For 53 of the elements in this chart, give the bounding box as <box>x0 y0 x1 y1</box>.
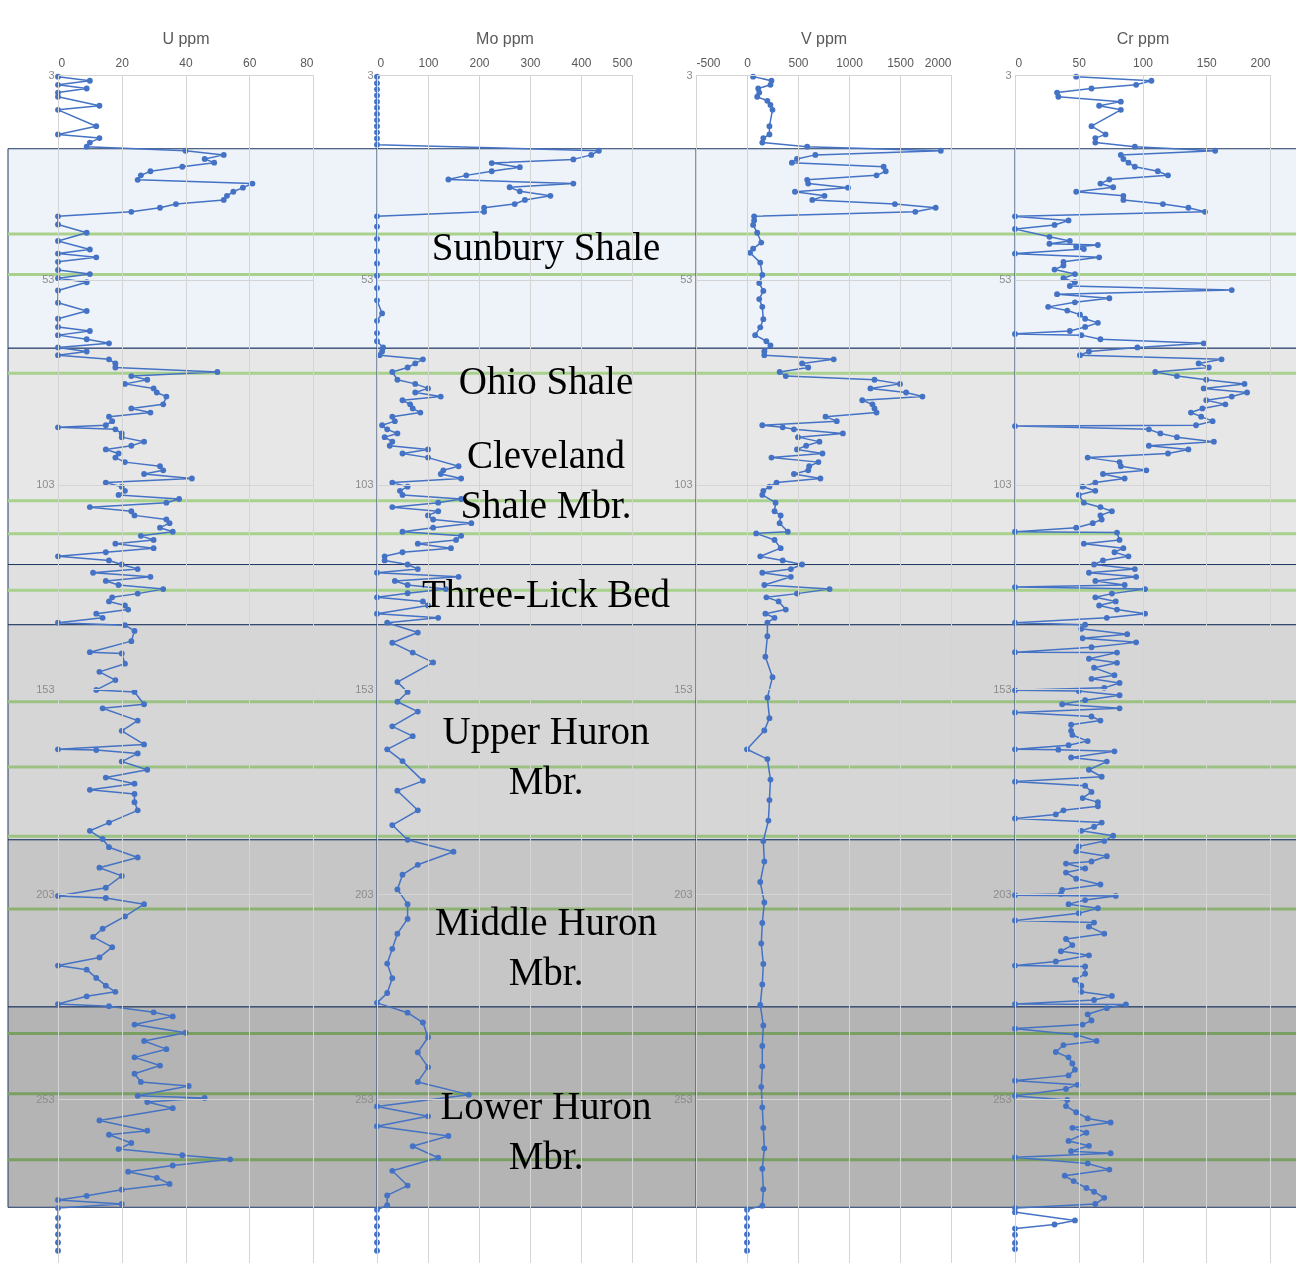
annotation: Ohio Shale <box>458 359 634 403</box>
x-tick-label: 1500 <box>887 55 915 70</box>
x-tick-label: 100 <box>418 55 439 70</box>
x-tick-label: -500 <box>696 55 721 70</box>
x-tick-label: 150 <box>1196 55 1218 70</box>
band-label: Middle Huron Mbr. <box>434 900 658 994</box>
y-tick-label: 3 <box>686 68 693 81</box>
x-tick-label: 300 <box>520 55 541 70</box>
y-tick-label: 53 <box>680 273 693 286</box>
x-tick-label: 2000 <box>924 55 952 70</box>
x-tick-label: 500 <box>788 55 809 70</box>
y-tick-label: 203 <box>36 887 55 900</box>
y-tick-label: 103 <box>993 478 1012 491</box>
band-label: Three-Lick Bed <box>422 571 671 615</box>
y-tick-label: 103 <box>355 478 374 491</box>
y-tick-label: 103 <box>674 478 693 491</box>
y-tick-label: 103 <box>36 478 55 491</box>
y-tick-label: 153 <box>355 682 374 695</box>
y-tick-label: 153 <box>993 682 1012 695</box>
x-tick-label: 200 <box>469 55 490 70</box>
band-label: Lower Huron Mbr. <box>440 1084 652 1178</box>
x-tick-label: 80 <box>300 55 314 70</box>
y-tick-label: 203 <box>674 887 693 900</box>
x-axis-title: V ppm <box>800 29 848 47</box>
y-tick-label: 203 <box>355 887 374 900</box>
x-axis-title: Mo ppm <box>476 29 534 47</box>
y-tick-label: 53 <box>361 273 374 286</box>
x-tick-label: 400 <box>571 55 592 70</box>
x-tick-label: 50 <box>1072 55 1087 70</box>
x-tick-label: 40 <box>179 55 193 70</box>
x-tick-label: 200 <box>1250 55 1271 70</box>
x-tick-label: 0 <box>1015 55 1023 70</box>
y-tick-label: 203 <box>993 887 1012 900</box>
x-axis-title: Cr ppm <box>1116 29 1170 47</box>
x-tick-label: 60 <box>243 55 257 70</box>
y-tick-label: 3 <box>1005 68 1012 81</box>
band-label: Cleveland Shale Mbr. <box>460 433 632 527</box>
y-tick-label: 3 <box>48 68 55 81</box>
y-tick-label: 153 <box>674 682 693 695</box>
x-tick-label: 0 <box>377 55 385 70</box>
y-tick-label: 53 <box>999 273 1012 286</box>
x-tick-label: 0 <box>744 55 752 70</box>
x-axis-title: U ppm <box>162 29 210 47</box>
band-label: Sunbury Shale <box>431 225 661 270</box>
x-tick-label: 0 <box>58 55 66 70</box>
x-tick-label: 100 <box>1132 55 1154 70</box>
y-tick-label: 153 <box>36 682 55 695</box>
band-label: Upper Huron Mbr. <box>442 709 650 803</box>
y-tick-label: 3 <box>367 68 374 81</box>
x-tick-label: 500 <box>612 55 633 70</box>
x-tick-label: 20 <box>115 55 130 70</box>
x-tick-label: 1000 <box>836 55 864 70</box>
y-tick-label: 53 <box>42 273 55 286</box>
